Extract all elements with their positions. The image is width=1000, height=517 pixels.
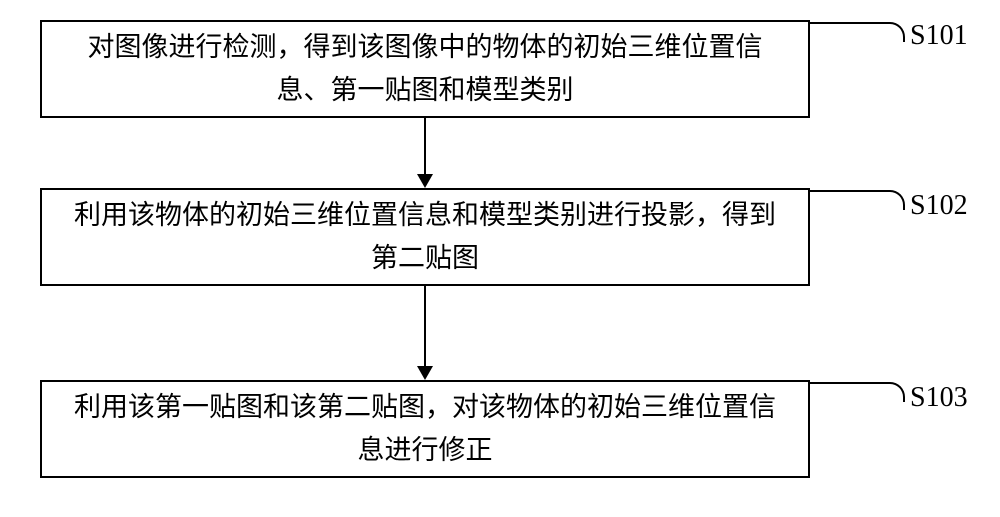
- label-s103: S103: [910, 382, 968, 414]
- label-s102: S102: [910, 190, 968, 222]
- box-3-text: 利用该第一贴图和该第二贴图，对该物体的初始三维位置信息进行修正: [62, 386, 788, 472]
- flowchart-box-2: 利用该物体的初始三维位置信息和模型类别进行投影，得到第二贴图: [40, 188, 810, 286]
- arrow-2-head: [417, 366, 433, 380]
- label-connector-3: [810, 382, 905, 402]
- arrow-2-line: [424, 286, 426, 366]
- label-connector-2: [810, 190, 905, 210]
- label-s101: S101: [910, 20, 968, 52]
- arrow-1-line: [424, 118, 426, 174]
- label-connector-1: [810, 22, 905, 42]
- flowchart-box-3: 利用该第一贴图和该第二贴图，对该物体的初始三维位置信息进行修正: [40, 380, 810, 478]
- box-1-text: 对图像进行检测，得到该图像中的物体的初始三维位置信息、第一贴图和模型类别: [62, 26, 788, 112]
- flowchart-box-1: 对图像进行检测，得到该图像中的物体的初始三维位置信息、第一贴图和模型类别: [40, 20, 810, 118]
- arrow-1-head: [417, 174, 433, 188]
- box-2-text: 利用该物体的初始三维位置信息和模型类别进行投影，得到第二贴图: [62, 194, 788, 280]
